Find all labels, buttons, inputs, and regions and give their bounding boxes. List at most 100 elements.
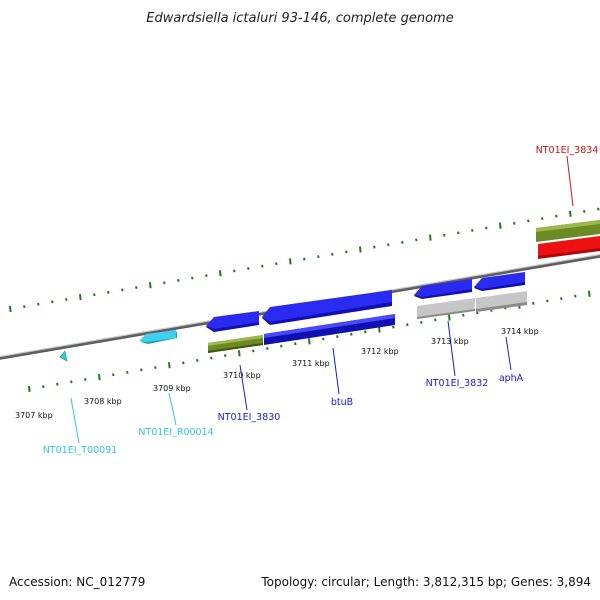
minor-tick [532,301,535,305]
gene-feature-3832[interactable] [417,298,475,319]
minor-tick [560,297,563,301]
minor-tick [443,233,446,237]
scale-label: 3713 kbp [431,337,469,346]
minor-tick [135,286,138,290]
scale-label: 3714 kbp [501,327,539,336]
minor-tick [23,305,26,309]
minor-tick [476,311,479,315]
minor-tick [93,293,96,297]
cds-feature-aphA[interactable] [474,272,525,291]
major-tick [98,374,101,381]
cds-feature-3830[interactable] [206,311,259,332]
trna-feature-t00091[interactable] [59,350,68,362]
minor-tick [350,332,353,336]
minor-tick [294,342,297,346]
minor-tick [107,290,110,294]
minor-tick [252,349,255,353]
major-tick [499,222,502,229]
major-tick [28,385,31,393]
minor-tick [303,257,306,261]
cds-feature-btuB[interactable] [262,290,392,325]
minor-tick [471,228,474,232]
minor-tick [336,335,339,339]
minor-tick [364,330,367,334]
gene-feature-btuB[interactable] [264,314,395,345]
scale-label: 3711 kbp [292,359,330,368]
minor-tick [224,354,227,358]
minor-tick [345,250,348,254]
minor-tick [266,347,269,351]
minor-tick [233,269,236,273]
map-title: Edwardsiella ictaluri 93-146, complete g… [146,11,453,26]
minor-tick [331,252,334,256]
minor-tick [462,313,465,317]
major-tick [79,294,82,301]
major-tick [9,305,12,313]
minor-tick [126,370,129,374]
gene-feature-3834[interactable] [536,220,600,242]
minor-tick [322,337,325,341]
gene-feature-aphA[interactable] [476,291,527,312]
minor-tick [247,267,250,271]
minor-tick [541,217,544,221]
feature-label-btuB[interactable]: btuB [331,397,353,408]
minor-tick [51,300,54,304]
minor-tick [42,385,45,389]
minor-tick [485,226,488,230]
feature-label-aphA[interactable]: aphA [499,373,524,384]
minor-tick [597,207,600,211]
minor-tick [275,262,278,266]
minor-tick [317,255,320,259]
scale-label: 3709 kbp [153,384,191,393]
major-tick [359,246,362,253]
cds-feature-3832[interactable] [414,279,472,299]
minor-tick [373,245,376,249]
minor-tick [280,344,283,348]
genome-summary-text: Topology: circular; Length: 3,812,315 bp… [260,575,591,589]
major-tick [588,290,591,297]
minor-tick [387,243,390,247]
minor-tick [56,382,59,386]
minor-tick [555,214,558,218]
feature-label-r00014[interactable]: NT01EI_R00014 [138,427,213,438]
minor-tick [457,231,460,235]
minor-tick [527,219,530,223]
major-tick [448,314,451,321]
minor-tick [70,380,73,384]
gene-feature-3830[interactable] [208,335,263,353]
feature-label-3834[interactable]: NT01EI_3834 [536,145,599,156]
feature-label-t00091[interactable]: NT01EI_T00091 [43,445,118,456]
minor-tick [140,368,143,372]
inner-tick-track [28,290,591,393]
minor-tick [406,323,409,327]
minor-tick [401,240,404,244]
scale-label: 3707 kbp [15,411,53,420]
major-tick [238,350,241,357]
major-tick [219,270,222,277]
major-tick [569,210,572,217]
minor-tick [84,377,87,381]
feature-track [59,220,600,362]
minor-tick [112,373,115,377]
minor-tick [210,356,213,360]
minor-tick [163,281,166,285]
major-tick [168,362,171,369]
minor-tick [154,366,157,370]
minor-tick [261,264,264,268]
minor-tick [191,276,194,280]
minor-tick [121,288,124,292]
accession-text: Accession: NC_012779 [9,575,145,589]
major-tick [308,338,311,345]
cds-feature-3834[interactable] [538,236,600,259]
minor-tick [392,325,395,329]
minor-tick [434,318,437,322]
feature-label-3832[interactable]: NT01EI_3832 [426,378,489,389]
scale-label: 3708 kbp [84,397,122,406]
feature-label-3830[interactable]: NT01EI_3830 [218,412,281,423]
rna-feature-r00014[interactable] [139,330,177,344]
major-tick [149,282,152,289]
minor-tick [182,361,185,365]
minor-tick [65,297,68,301]
minor-tick [177,278,180,282]
